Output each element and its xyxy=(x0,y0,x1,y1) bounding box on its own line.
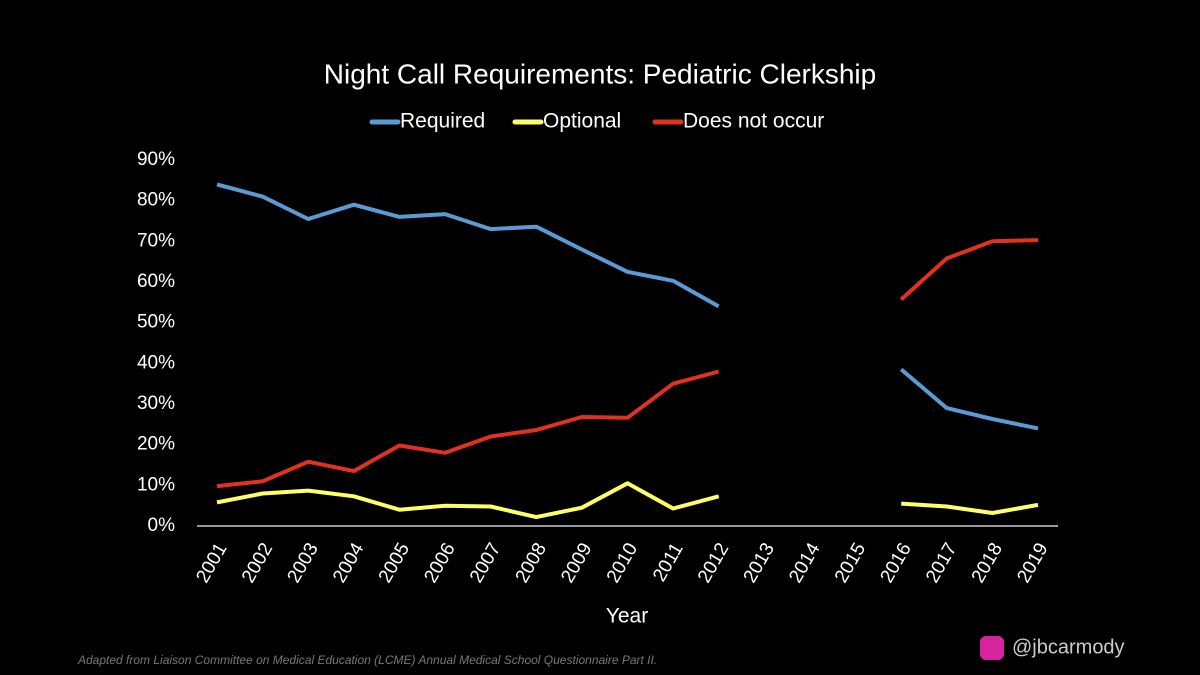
chart-title: Night Call Requirements: Pediatric Clerk… xyxy=(324,58,876,89)
y-tick-label: 50% xyxy=(137,312,175,333)
y-tick-label: 0% xyxy=(148,515,176,536)
series-line xyxy=(216,238,1039,489)
credit-icon xyxy=(980,636,1004,660)
credit: @jbcarmody xyxy=(1012,636,1125,658)
y-tick-label: 30% xyxy=(137,393,175,414)
y-tick-label: 60% xyxy=(137,271,175,292)
y-tick-label: 20% xyxy=(137,434,175,455)
legend-label: Does not occur xyxy=(683,110,824,133)
source-note: Adapted from Liaison Committee on Medica… xyxy=(77,653,657,667)
series-line xyxy=(216,481,1039,520)
y-tick-label: 80% xyxy=(137,190,175,211)
y-tick-label: 70% xyxy=(137,230,175,251)
legend-label: Optional xyxy=(543,110,621,133)
legend-label: Required xyxy=(400,110,485,133)
y-tick-label: 40% xyxy=(137,352,175,373)
y-tick-label: 90% xyxy=(137,149,175,170)
x-axis-label: Year xyxy=(606,605,648,628)
y-tick-label: 10% xyxy=(137,474,175,495)
series-line xyxy=(216,182,1039,431)
